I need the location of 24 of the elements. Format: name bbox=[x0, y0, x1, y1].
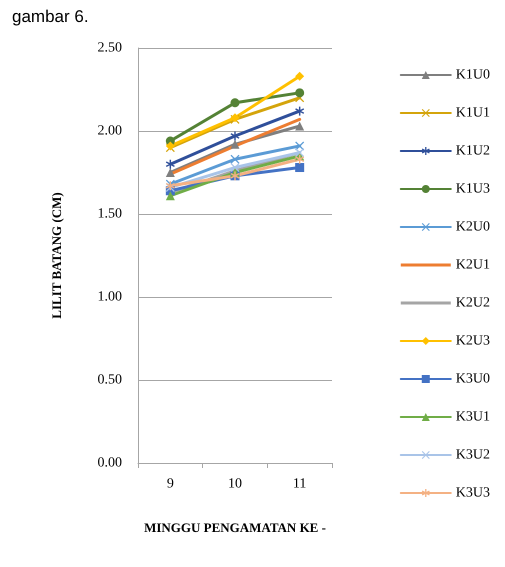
y-tick-label: 0.50 bbox=[98, 372, 122, 388]
text: gambar 6. bbox=[12, 7, 89, 26]
x-tick-label: 11 bbox=[292, 476, 306, 492]
legend-label: K3U0 bbox=[456, 372, 490, 386]
y-tick-label: 1.00 bbox=[98, 290, 122, 304]
legend-label: K2U1 bbox=[456, 258, 490, 272]
y-tick-label: 2.50 bbox=[98, 40, 122, 56]
y-tick-label: 0.00 bbox=[98, 456, 122, 470]
x-axis-title: MINGGU PENGAMATAN KE - bbox=[144, 520, 326, 535]
y-tick-label: 1.50 bbox=[98, 206, 122, 222]
x-tick-label: 9 bbox=[166, 476, 174, 492]
y-axis-title: LILIT BATANG (CM) bbox=[49, 192, 64, 319]
x-tick-label: 10 bbox=[228, 476, 242, 492]
legend-label: K2U0 bbox=[456, 220, 490, 234]
legend-label: K3U1 bbox=[456, 410, 490, 424]
y-tick-label: 2.00 bbox=[98, 124, 122, 138]
legend-label: K3U3 bbox=[456, 486, 490, 500]
legend-label: K1U3 bbox=[456, 182, 490, 196]
legend-label: K1U1 bbox=[456, 106, 490, 120]
legend-label: K1U2 bbox=[456, 144, 490, 158]
legend-label: K2U3 bbox=[456, 334, 490, 348]
legend-label: K3U2 bbox=[456, 448, 490, 462]
legend-label: K2U2 bbox=[456, 296, 490, 310]
legend-label: K1U0 bbox=[456, 68, 490, 82]
